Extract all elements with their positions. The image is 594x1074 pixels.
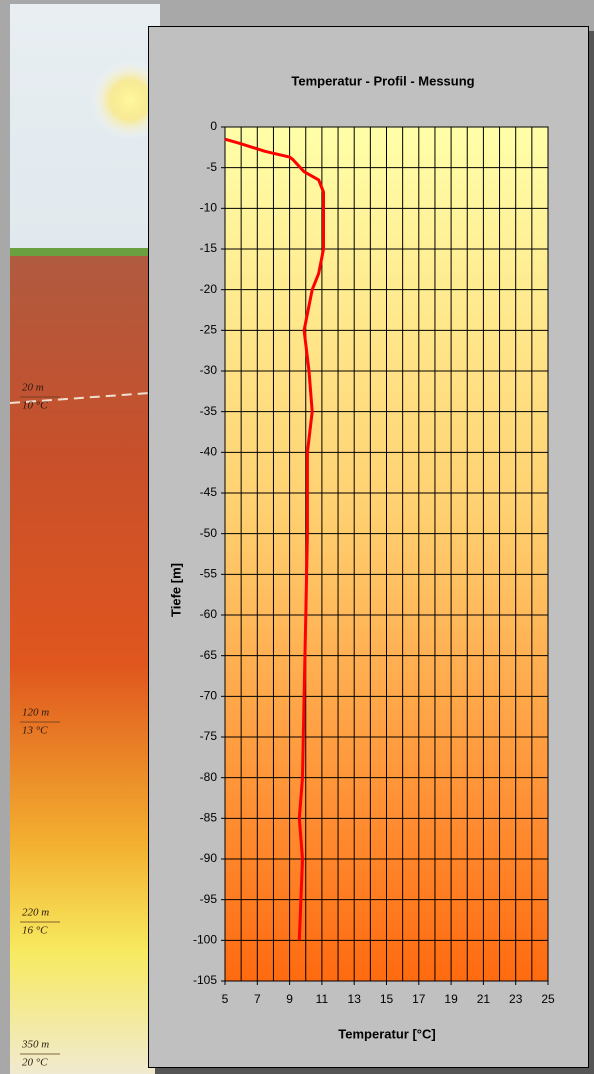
y-tick-label: -5 xyxy=(206,160,217,174)
y-tick-label: -95 xyxy=(200,892,218,906)
temperature-label: 10 °C xyxy=(22,400,48,412)
y-tick-label: -105 xyxy=(193,973,217,987)
y-tick-label: -25 xyxy=(200,323,218,337)
chart-title: Temperatur - Profil - Messung xyxy=(291,73,474,88)
grass xyxy=(10,248,160,256)
x-tick-label: 17 xyxy=(412,992,426,1006)
x-tick-label: 7 xyxy=(254,992,261,1006)
y-tick-label: -30 xyxy=(200,363,218,377)
x-tick-label: 19 xyxy=(444,992,458,1006)
y-tick-label: -85 xyxy=(200,811,218,825)
depth-label: 120 m xyxy=(22,707,49,719)
depth-label: 350 m xyxy=(21,1039,49,1051)
y-tick-label: -50 xyxy=(200,526,218,540)
y-tick-label: -35 xyxy=(200,404,218,418)
x-tick-label: 15 xyxy=(380,992,394,1006)
x-tick-label: 21 xyxy=(477,992,491,1006)
y-axis-label: Tiefe [m] xyxy=(168,563,183,617)
y-tick-label: -60 xyxy=(200,607,218,621)
x-tick-label: 11 xyxy=(316,992,329,1006)
y-tick-label: -45 xyxy=(200,485,218,499)
y-tick-label: -10 xyxy=(200,201,218,215)
y-tick-label: -15 xyxy=(200,241,218,255)
x-axis-label: Temperatur [°C] xyxy=(338,1026,435,1041)
y-tick-label: -75 xyxy=(200,729,218,743)
x-tick-label: 23 xyxy=(509,992,523,1006)
depth-label: 220 m xyxy=(22,907,49,919)
ground xyxy=(10,255,160,1074)
x-tick-label: 25 xyxy=(541,992,555,1006)
y-tick-label: 0 xyxy=(210,119,217,133)
y-tick-label: -100 xyxy=(193,933,217,947)
page: 20 m10 °C120 m13 °C220 m16 °C350 m20 °C … xyxy=(0,0,594,1074)
grid xyxy=(225,127,548,981)
y-tick-label: -70 xyxy=(200,689,218,703)
y-tick-label: -40 xyxy=(200,445,218,459)
x-tick-label: 9 xyxy=(286,992,293,1006)
temperature-label: 20 °C xyxy=(22,1057,48,1069)
x-tick-label: 5 xyxy=(222,992,229,1006)
depth-label: 20 m xyxy=(22,382,44,394)
y-tick-label: -90 xyxy=(200,851,218,865)
x-tick-label: 13 xyxy=(348,992,362,1006)
chart: 20 m10 °C120 m13 °C220 m16 °C350 m20 °C … xyxy=(0,0,594,1074)
y-tick-label: -80 xyxy=(200,770,218,784)
y-tick-label: -65 xyxy=(200,648,218,662)
temperature-label: 16 °C xyxy=(22,925,48,937)
y-tick-label: -20 xyxy=(200,282,218,296)
y-tick-label: -55 xyxy=(200,567,218,581)
temperature-label: 13 °C xyxy=(22,725,48,737)
